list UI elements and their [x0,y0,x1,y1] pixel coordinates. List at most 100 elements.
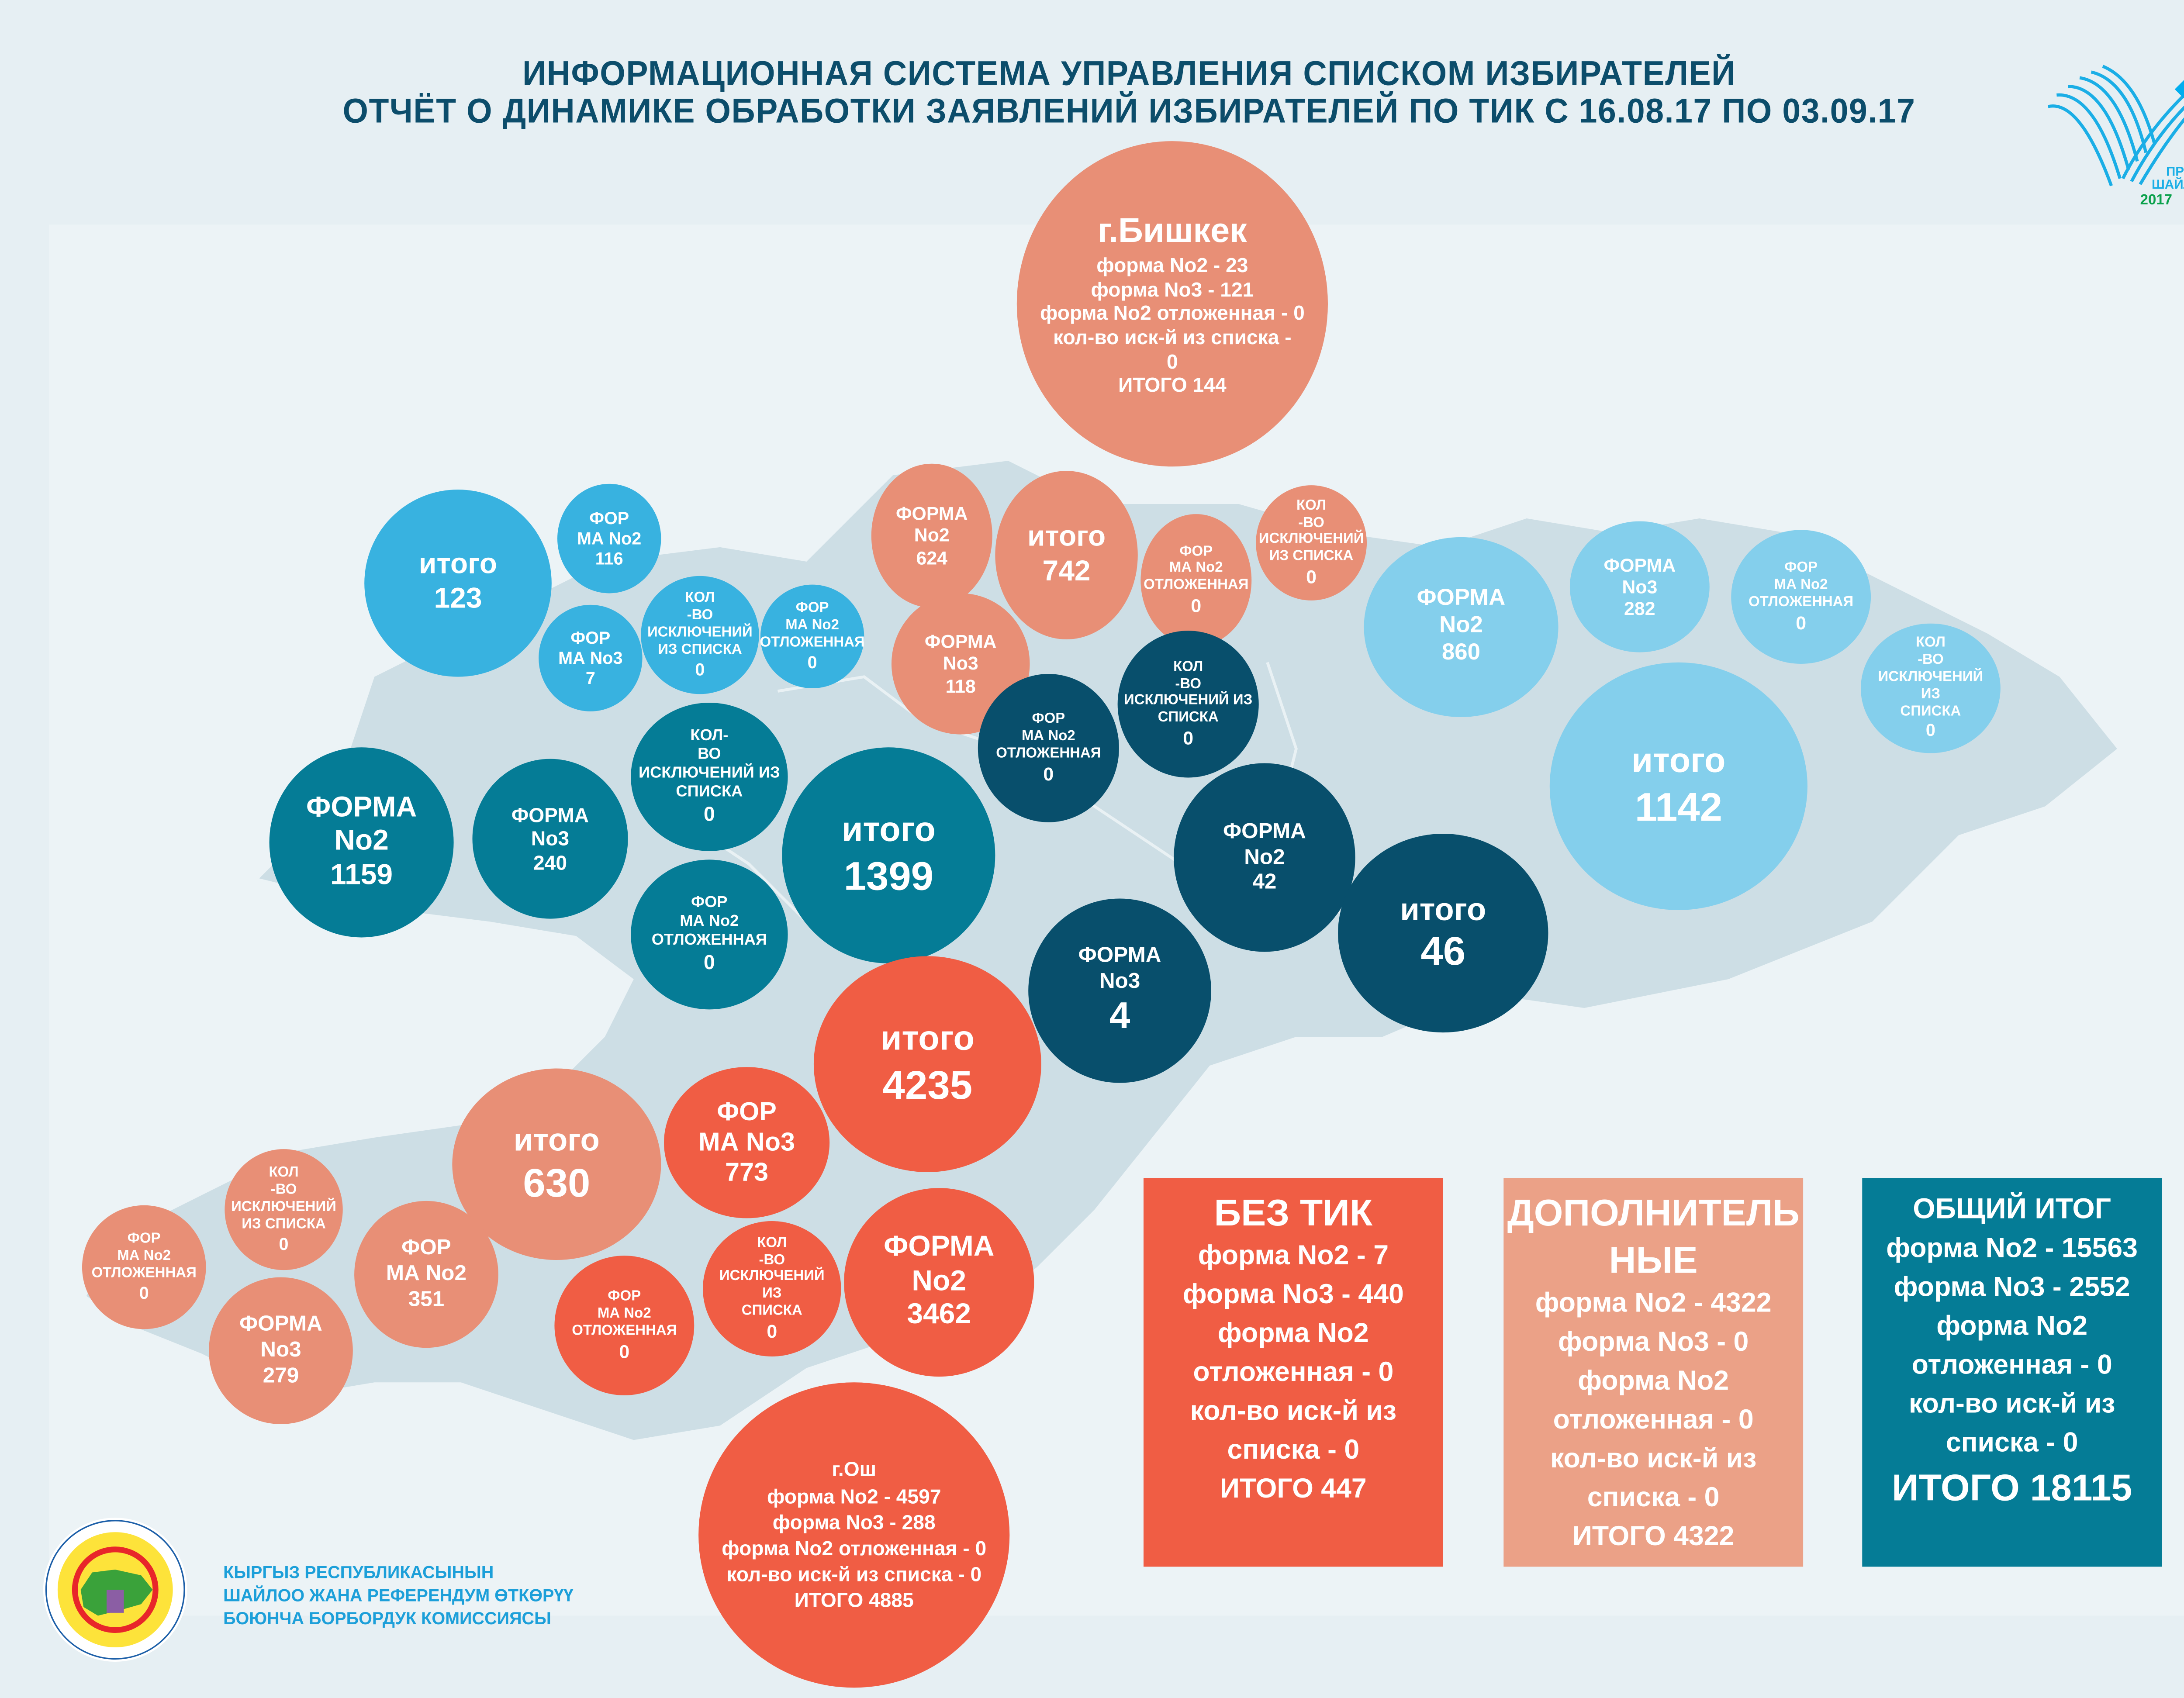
bubble-label: ФОР [1032,711,1065,728]
bubble-label: СПИСКА [676,783,743,801]
osh-city-line: форма No2 - 4597 [767,1484,941,1507]
bubble-label: -ВО [270,1182,297,1198]
chui-form2-bubble: ФОРМА No2 624 [871,463,992,608]
bubble-label: итого [1400,890,1486,927]
osh-region-exclusions-bubble: КОЛ -ВО ИСКЛЮЧЕНИЙ ИЗ СПИСКА 0 [703,1221,841,1356]
bubble-label: МА No2 [1021,728,1075,745]
bubble-label: МА No3 [698,1127,795,1156]
bubble-label: ФОР [570,627,611,648]
summary-heading: НЫЕ [1609,1238,1698,1282]
jalalabad-total-bubble: итого 1399 [782,747,995,963]
osh-region-deferred-bubble: ФОР МА No2 ОТЛОЖЕННАЯ 0 [554,1256,695,1395]
summary-heading: ДОПОЛНИТЕЛЬ [1507,1191,1800,1234]
talas-total-bubble: итого 123 [364,490,552,677]
bishkek-line: форма No2 - 23 [1096,254,1248,277]
bubble-value: 1399 [843,853,934,898]
summary-line: форма No2 - 15563 [1886,1234,2138,1264]
bubble-label: ФОР [608,1289,641,1305]
bubble-label: КОЛ [1296,497,1327,514]
bubble-value: 0 [1043,762,1054,784]
bubble-label: итого [1631,742,1726,781]
bubble-label: ФОР [717,1097,777,1126]
bubble-label: итого [841,811,936,850]
bubble-label: итого [418,549,498,581]
talas-exclusions-bubble: КОЛ -ВО ИСКЛЮЧЕНИЙ ИЗ СПИСКА 0 [641,576,759,694]
bishkek-line: форма No3 - 121 [1091,278,1254,301]
election-logo: ПРЕЗИДЕНТТИ ШАЙЛОО 2017 [2036,20,2184,207]
bubble-label: ОТЛОЖЕННАЯ [760,635,865,651]
bubble-label: ФОР [1784,560,1818,576]
summary-line: отложенная - 0 [1193,1358,1394,1388]
issykkul-total-bubble: итого 1142 [1549,662,1807,910]
bubble-label: -ВО [759,1252,785,1268]
bubble-label: итого [513,1122,600,1158]
bubble-label: ИСКЛЮЧЕНИЙ [231,1199,336,1215]
bubble-value: 0 [703,802,715,825]
bishkek-bubble: г.Бишкек форма No2 - 23 форма No3 - 121 … [1016,141,1328,467]
osh-city-bubble: г.Ош форма No2 - 4597 форма No3 - 288 фо… [698,1382,1010,1688]
summary-line: форма No3 - 0 [1558,1328,1749,1358]
bubble-label: ИСКЛЮЧЕНИЙ ИЗ [719,1269,825,1302]
bubble-value: 4235 [882,1062,973,1107]
bubble-label: МА No2 [1774,577,1828,594]
bubble-label: ФОРМА [1223,819,1306,844]
osh-city-line: форма No2 отложенная - 0 [722,1536,987,1560]
bubble-label: ИСКЛЮЧЕНИЙ ИЗ [1878,670,1984,703]
bubble-label: итого [880,1020,975,1059]
bubble-label: ФОР [1179,544,1213,560]
bubble-value: 42 [1252,870,1277,895]
osh-region-total-bubble: итого 4235 [813,956,1041,1172]
bubble-label: ФОРМА [1603,553,1676,576]
bubble-label: No3 [943,652,978,675]
osh-city-line: ИТОГО 4885 [794,1589,914,1612]
bubble-label: МА No2 [577,528,642,549]
bubble-label: ФОРМА [306,791,417,823]
bubble-value: 0 [1191,594,1202,617]
bubble-label: ФОР [589,508,629,528]
bubble-label: МА No2 [386,1261,467,1286]
summary-line: форма No3 - 440 [1182,1280,1404,1311]
bubble-value: 123 [434,583,482,615]
bubble-label: КОЛ [685,590,715,607]
summary-line: отложенная - 0 [1553,1405,1754,1436]
bubble-label: No2 [912,1265,967,1297]
summary-line: форма No3 - 2552 [1894,1273,2130,1303]
jalalabad-exclusions-bubble: КОЛ- ВО ИСКЛЮЧЕНИЙ ИЗ СПИСКА 0 [631,703,788,851]
summary-line: списка - 0 [1587,1483,1720,1514]
bishkek-line: кол-во иск-й из списка - [1053,325,1292,349]
bubble-value: 0 [1925,720,1935,741]
bubble-label: ИСКЛЮЧЕНИЙ [647,625,753,641]
bubble-label: ОТЛОЖЕННАЯ [1144,577,1249,594]
bubble-label: итого [1027,521,1106,553]
bubble-label: ФОРМА [895,502,968,525]
naryn-total-bubble: итого 46 [1338,834,1548,1033]
bubble-label: СПИСКА [1158,710,1219,726]
issykkul-form2-bubble: ФОРМА No2 860 [1364,537,1559,718]
summary-line: списка - 0 [1227,1436,1360,1466]
summary-line: форма No2 [1936,1311,2088,1342]
bubble-label: КОЛ [1173,659,1203,675]
naryn-form3-bubble: ФОРМА No3 4 [1028,898,1211,1083]
bubble-value: 0 [695,659,705,679]
commission-line: БОЮНЧА БОРБОРДУК КОМИССИЯСЫ [223,1608,551,1629]
bubble-value: 630 [523,1160,591,1205]
bubble-label: ФОР [795,601,829,617]
bubble-value: 0 [1796,611,1807,633]
bubble-label: КОЛ [757,1235,787,1251]
bubble-label: ФОРМА [884,1231,995,1263]
commission-line: КЫРГЫЗ РЕСПУБЛИКАСЫНЫН [223,1562,494,1583]
osh-city-title: г.Ош [832,1458,877,1481]
jalalabad-form2-bubble: ФОРМА No2 1159 [269,747,454,938]
bubble-label: No3 [531,827,570,850]
batken-form3-bubble: ФОРМА No3 279 [209,1277,353,1424]
bubble-value: 46 [1420,929,1466,974]
bubble-label: No2 [1244,845,1285,870]
bubble-label: СПИСКА [741,1303,802,1319]
bubble-label: ИЗ СПИСКА [242,1216,326,1232]
bubble-value: 351 [408,1287,445,1312]
bubble-value: 0 [139,1282,149,1303]
bubble-value: 3462 [907,1299,971,1331]
bubble-label: МА No3 [558,648,623,668]
bubble-value: 0 [767,1320,778,1342]
